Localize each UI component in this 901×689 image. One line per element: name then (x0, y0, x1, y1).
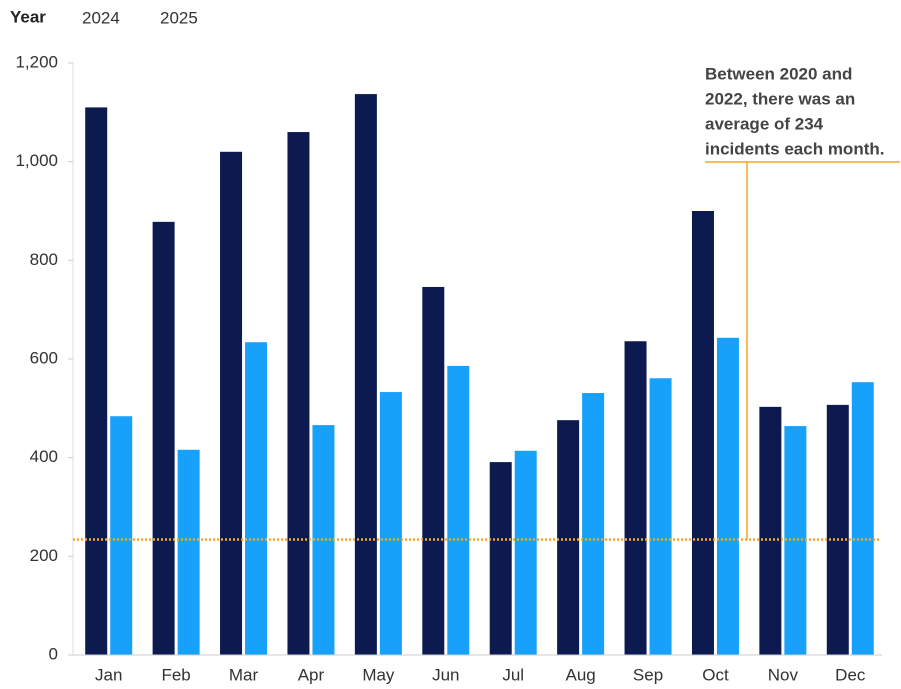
bar[interactable] (851, 382, 874, 655)
x-tick-label: Jun (432, 665, 459, 684)
annotation-text: Between 2020 and (705, 64, 852, 83)
x-tick-label: Apr (298, 665, 325, 684)
x-tick-label: Aug (566, 665, 596, 684)
legend-entry[interactable]: 2024 (82, 8, 120, 27)
legend-title: Year (10, 7, 46, 26)
bar[interactable] (287, 132, 310, 656)
x-tick-label: Jul (502, 665, 524, 684)
bar[interactable] (624, 341, 647, 655)
x-tick-label: May (362, 665, 395, 684)
y-tick-label: 800 (30, 250, 58, 269)
x-tick-label: Sep (633, 665, 663, 684)
bar[interactable] (85, 107, 108, 655)
bar[interactable] (110, 416, 133, 655)
bar[interactable] (312, 425, 335, 655)
annotation-text: incidents each month. (705, 139, 884, 158)
bar[interactable] (354, 94, 377, 655)
bar[interactable] (447, 365, 470, 655)
bar[interactable] (177, 449, 200, 655)
x-tick-label: Nov (768, 665, 799, 684)
y-tick-label: 400 (30, 447, 58, 466)
bar[interactable] (582, 393, 605, 655)
bar[interactable] (557, 420, 580, 655)
bar[interactable] (759, 406, 782, 655)
x-tick-label: Jan (95, 665, 122, 684)
annotation-text: 2022, there was an (705, 89, 855, 108)
y-tick-label: 1,000 (15, 151, 58, 170)
bar[interactable] (826, 404, 849, 655)
bar[interactable] (422, 286, 445, 655)
annotation-text: average of 234 (705, 114, 824, 133)
x-tick-label: Dec (835, 665, 866, 684)
bar[interactable] (489, 462, 512, 655)
bar[interactable] (379, 392, 402, 655)
y-tick-label: 600 (30, 348, 58, 367)
y-tick-label: 0 (49, 644, 58, 663)
y-tick-label: 200 (30, 546, 58, 565)
bar[interactable] (649, 378, 672, 655)
bar[interactable] (152, 221, 175, 655)
bar[interactable] (514, 450, 537, 655)
bar[interactable] (691, 211, 714, 655)
x-tick-label: Mar (229, 665, 259, 684)
bar[interactable] (245, 342, 268, 655)
legend-entry[interactable]: 2025 (160, 8, 198, 27)
y-tick-label: 1,200 (15, 52, 58, 71)
bar[interactable] (220, 151, 243, 656)
x-tick-label: Feb (161, 665, 190, 684)
bar[interactable] (716, 337, 739, 655)
bar[interactable] (784, 426, 807, 655)
x-tick-label: Oct (702, 665, 729, 684)
